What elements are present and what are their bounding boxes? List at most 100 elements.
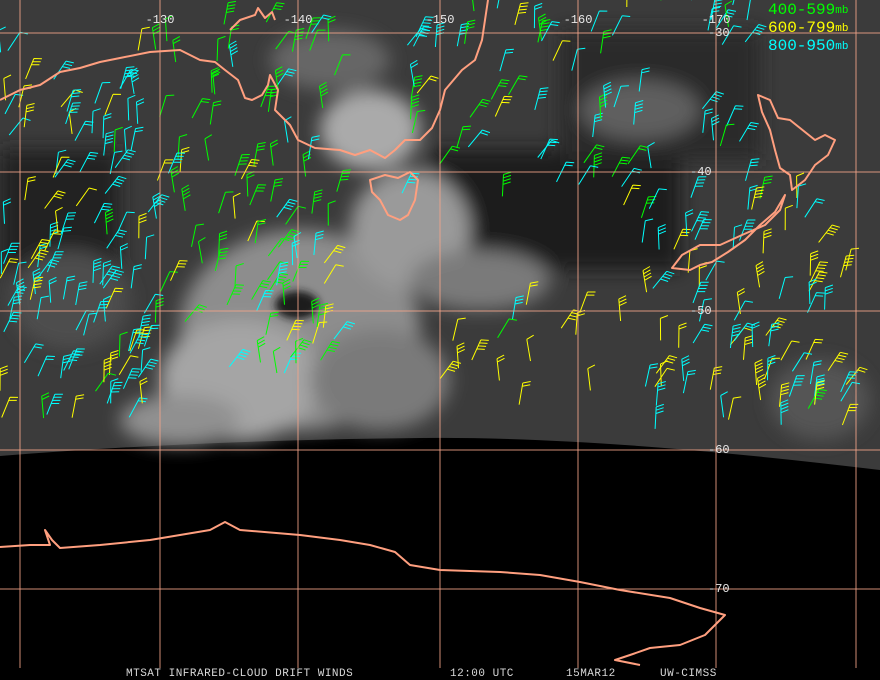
wind-barb (124, 125, 133, 152)
wind-barb (659, 315, 669, 341)
wind-barb (845, 247, 860, 271)
wind-barb (648, 188, 667, 209)
wind-barb (439, 360, 462, 380)
wind-barb (538, 13, 547, 40)
wind-barb (95, 372, 117, 392)
wind-barb (216, 35, 226, 62)
wind-barb (119, 243, 129, 269)
wind-barb (754, 359, 764, 386)
lon-label: -170 (702, 13, 731, 27)
wind-barb (845, 366, 868, 385)
wind-barb (694, 219, 712, 240)
wind-barb (743, 335, 754, 360)
wind-barb (655, 381, 666, 406)
wind-barb (780, 340, 800, 361)
wind-barb (240, 159, 260, 180)
latitude-labels: -30 -40 -50 -60 -70 (690, 26, 730, 596)
wind-barb (136, 98, 145, 124)
wind-barb (728, 396, 742, 420)
wind-barb (320, 341, 341, 361)
wind-barb (757, 373, 767, 401)
wind-barb (272, 346, 281, 374)
wind-barb (290, 339, 312, 358)
wind-barb (410, 94, 420, 120)
wind-barb (736, 287, 746, 315)
new-zealand-south (671, 194, 786, 271)
wind-barb (170, 166, 180, 193)
wind-barb (226, 284, 244, 306)
lat-label: -50 (690, 304, 712, 318)
wind-barb (807, 388, 827, 409)
wind-barb (439, 145, 461, 165)
wind-barb (540, 138, 558, 160)
wind-barb (409, 59, 419, 87)
wind-barb (809, 360, 822, 385)
wind-barb (496, 0, 500, 9)
wind-barb (726, 105, 744, 127)
legend-range: 800-950 (768, 37, 835, 55)
wind-barb (751, 186, 765, 210)
lon-label: -150 (426, 13, 455, 27)
wind-barb (0, 258, 19, 279)
wind-barb (533, 2, 543, 29)
wind-barb (159, 94, 175, 117)
wind-barb (759, 175, 773, 199)
wind-barb (1, 396, 19, 418)
wind-barb (122, 368, 141, 389)
wind-barb (24, 176, 36, 201)
wind-barb (627, 145, 649, 165)
wind-barb (191, 98, 211, 119)
wind-barb (779, 382, 790, 407)
wind-barb (103, 131, 114, 156)
wind-barb (138, 212, 147, 239)
wind-barb (824, 284, 834, 310)
wind-barb (841, 403, 859, 426)
wind-barb (127, 94, 136, 121)
wind-barb (499, 48, 514, 72)
wind-barb (323, 244, 346, 264)
wind-barb (139, 377, 148, 404)
wind-barb (808, 271, 828, 292)
wind-barb (167, 152, 186, 174)
lon-label: -130 (146, 13, 175, 27)
wind-barb (130, 126, 144, 151)
wind-barb (37, 355, 55, 377)
wind-barb (62, 275, 76, 300)
wind-barb (456, 22, 470, 47)
wind-barb (223, 0, 237, 25)
wind-barb (692, 323, 713, 344)
wind-barb (784, 204, 793, 231)
wind-barb (268, 272, 289, 293)
wind-barb (327, 200, 336, 226)
wind-barb (525, 281, 539, 305)
wind-barb (719, 123, 735, 147)
wind-barb (316, 302, 328, 328)
lon-label: -140 (284, 13, 313, 27)
wind-barb (780, 399, 789, 425)
wind-barb (137, 26, 150, 51)
wind-barb (269, 139, 279, 166)
wind-barb (44, 230, 63, 251)
wind-barb (764, 357, 781, 380)
wind-barb (117, 211, 135, 233)
wind-barb (270, 178, 284, 202)
wind-barb (234, 154, 250, 176)
wind-barb (755, 261, 765, 288)
wind-barb (818, 224, 840, 243)
wind-barb (114, 149, 136, 168)
wind-barb (109, 150, 123, 175)
wind-barb (652, 270, 675, 289)
wind-barb (840, 371, 858, 393)
wind-barb (809, 261, 828, 283)
wind-barb (94, 82, 111, 104)
wind-barb (63, 350, 82, 371)
wind-barb (29, 276, 44, 300)
wind-barb (265, 311, 279, 335)
gulf-coast (229, 7, 276, 31)
wind-barb (611, 15, 631, 36)
wind-barb (642, 266, 652, 293)
wind-barb (79, 151, 99, 173)
wind-barb (618, 295, 627, 322)
